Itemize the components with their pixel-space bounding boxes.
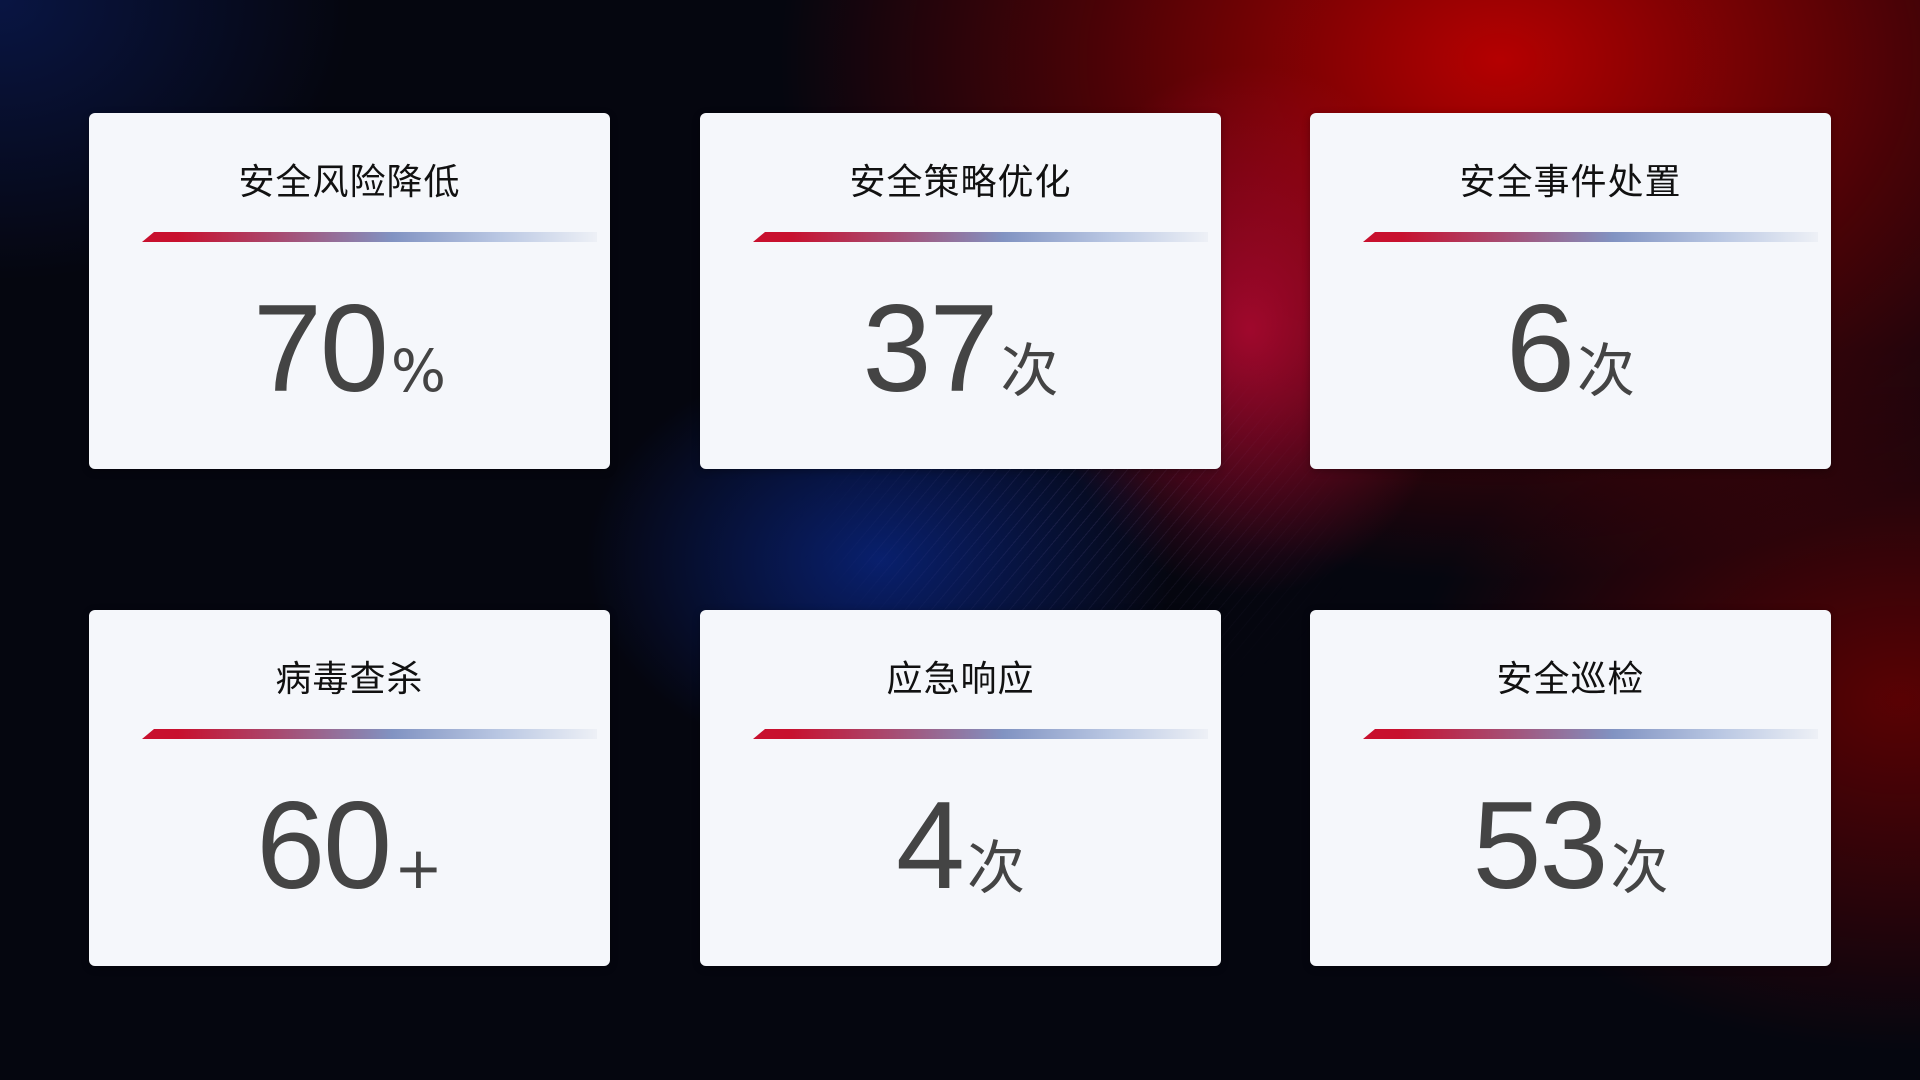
card-title: 安全策略优化 bbox=[849, 162, 1072, 203]
value-unit: + bbox=[394, 834, 443, 902]
card-title: 安全巡检 bbox=[1496, 659, 1645, 700]
value-unit: 次 bbox=[1610, 834, 1669, 902]
card-value: 37次 bbox=[700, 278, 1221, 420]
card-value: 6次 bbox=[1310, 278, 1831, 420]
stat-card-emergency-response: 应急响应 4次 bbox=[700, 610, 1221, 966]
stat-card-risk-reduction: 安全风险降低 70% bbox=[89, 113, 610, 469]
card-title: 应急响应 bbox=[886, 659, 1035, 700]
value-unit: 次 bbox=[966, 834, 1025, 902]
value-number: 4 bbox=[896, 777, 965, 915]
card-divider-bar bbox=[1363, 232, 1818, 242]
stat-card-policy-optimization: 安全策略优化 37次 bbox=[700, 113, 1221, 469]
card-title: 病毒查杀 bbox=[275, 659, 424, 700]
stat-card-security-inspection: 安全巡检 53次 bbox=[1310, 610, 1831, 966]
value-number: 37 bbox=[862, 280, 999, 418]
value-unit: 次 bbox=[1000, 337, 1059, 405]
card-divider-bar bbox=[142, 729, 597, 739]
value-unit: % bbox=[390, 337, 447, 405]
card-value: 4次 bbox=[700, 775, 1221, 917]
value-number: 6 bbox=[1506, 280, 1575, 418]
stat-card-incident-handling: 安全事件处置 6次 bbox=[1310, 113, 1831, 469]
card-divider-bar bbox=[142, 232, 597, 242]
card-value: 70% bbox=[89, 278, 610, 420]
card-divider-bar bbox=[753, 729, 1208, 739]
value-number: 53 bbox=[1472, 777, 1609, 915]
card-value: 53次 bbox=[1310, 775, 1831, 917]
card-title: 安全事件处置 bbox=[1459, 162, 1682, 203]
value-number: 70 bbox=[252, 280, 389, 418]
card-divider-bar bbox=[1363, 729, 1818, 739]
stat-card-virus-removal: 病毒查杀 60+ bbox=[89, 610, 610, 966]
value-unit: 次 bbox=[1576, 337, 1635, 405]
card-title: 安全风险降低 bbox=[238, 162, 461, 203]
card-divider-bar bbox=[753, 232, 1208, 242]
card-value: 60+ bbox=[89, 775, 610, 917]
value-number: 60 bbox=[256, 777, 392, 915]
